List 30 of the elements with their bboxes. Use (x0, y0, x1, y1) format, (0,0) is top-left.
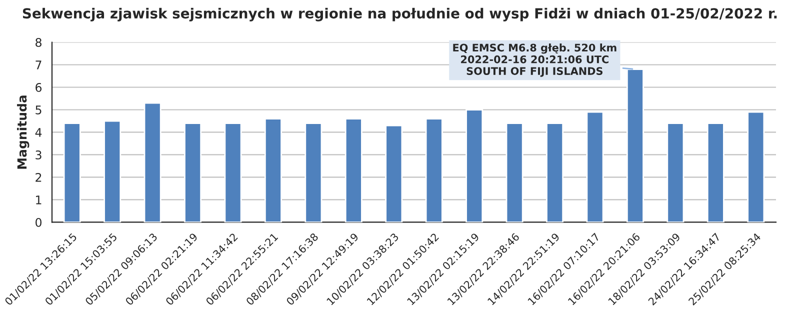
bar (304, 122, 322, 222)
bar (747, 111, 765, 222)
bar (546, 122, 564, 222)
bar (586, 111, 604, 222)
y-tick-label: 1 (36, 196, 42, 204)
bar (224, 122, 242, 222)
annotation: EQ EMSC M6.8 głęb. 520 km 2022-02-16 20:21:06 UTC SOUTH OF FIJI ISLANDS (453, 44, 616, 77)
bar (344, 118, 362, 222)
bar (104, 120, 122, 222)
bar (706, 122, 724, 222)
bar (626, 68, 644, 222)
bar (385, 124, 403, 222)
y-tick-label: 3 (36, 150, 42, 160)
bar (264, 118, 282, 222)
y-tick-label: 4 (35, 128, 42, 137)
y-tick-label: 2 (36, 172, 42, 182)
bar (425, 118, 443, 222)
y-tick-label: 0 (36, 218, 42, 227)
y-axis-title: Magnituda (17, 96, 30, 169)
y-tick-label: 8 (36, 38, 42, 47)
y-tick-label: 5 (36, 106, 42, 114)
bar (506, 122, 524, 222)
chart-title: Sekwencja zjawisk sejsmicznych w regionie na południe od wysp Fidżi w dniach 01-25/02/2022 r. (22, 8, 777, 22)
y-tick-label: 7 (36, 60, 42, 70)
bar (466, 109, 484, 222)
bar (63, 122, 81, 222)
y-tick-label: 6 (36, 82, 42, 92)
bar (184, 122, 202, 222)
bar (144, 102, 162, 222)
bar (666, 122, 684, 222)
